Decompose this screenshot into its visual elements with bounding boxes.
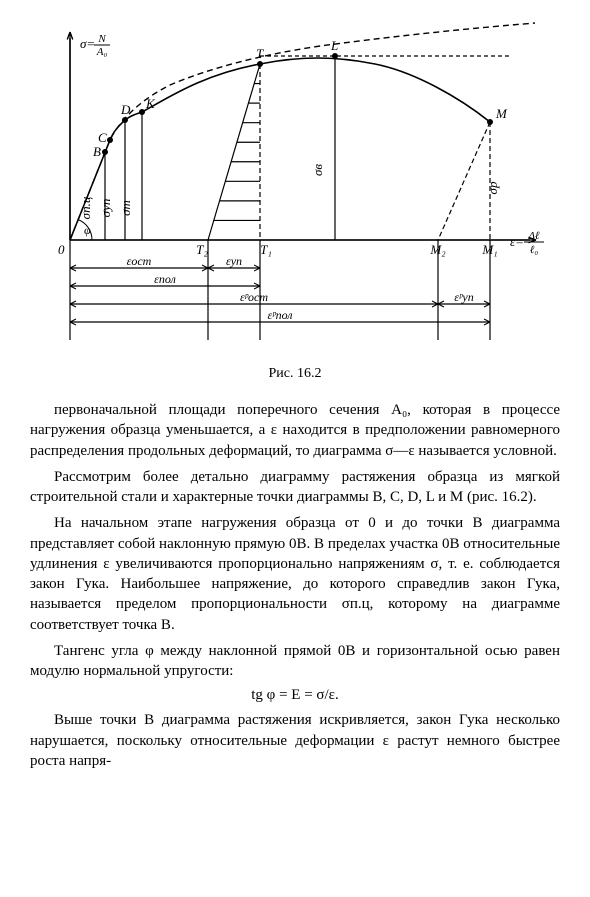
svg-text:B: B xyxy=(93,144,101,159)
svg-text:εпол: εпол xyxy=(154,272,176,286)
paragraph-3: На начальном этапе нагружения образца от… xyxy=(30,513,560,635)
p4-text: Тангенс угла φ между наклонной прямой 0B… xyxy=(30,643,560,679)
svg-text:ℓ₀: ℓ₀ xyxy=(530,244,539,256)
svg-text:A₀: A₀ xyxy=(96,46,108,58)
paragraph-4: Тангенс угла φ между наклонной прямой 0B… xyxy=(30,641,560,682)
stress-strain-diagram: 0σ=NA₀ε=Δℓℓ₀T₂T₁M₂M₁φBCDKTLMσп.цσупσтσвσ… xyxy=(30,20,560,360)
svg-text:εᵖуп: εᵖуп xyxy=(454,290,473,304)
svg-text:M: M xyxy=(495,106,508,121)
svg-text:T: T xyxy=(256,46,264,61)
svg-text:N: N xyxy=(97,33,106,45)
svg-text:Δℓ: Δℓ xyxy=(527,230,539,242)
svg-text:εуп: εуп xyxy=(226,254,242,268)
svg-text:C: C xyxy=(98,130,107,145)
paragraph-2: Рассмотрим более детально диаграмму раст… xyxy=(30,467,560,508)
svg-text:φ: φ xyxy=(84,223,91,237)
svg-text:εᵖпол: εᵖпол xyxy=(267,308,292,322)
svg-text:εᵖост: εᵖост xyxy=(240,290,268,304)
svg-text:εост: εост xyxy=(127,254,152,268)
p3-text: На начальном этапе нагружения образца от… xyxy=(30,515,560,632)
svg-text:T₂: T₂ xyxy=(196,242,208,257)
svg-text:σуп: σуп xyxy=(98,199,113,218)
svg-text:σ=: σ= xyxy=(80,36,95,51)
svg-text:T₁: T₁ xyxy=(260,242,272,257)
p1-text: первоначальной площади поперечного сечен… xyxy=(30,402,560,459)
paragraph-1: первоначальной площади поперечного сечен… xyxy=(30,400,560,461)
svg-text:K: K xyxy=(145,96,156,111)
svg-text:0: 0 xyxy=(58,242,65,257)
svg-text:ε=: ε= xyxy=(510,234,524,249)
svg-text:σв: σв xyxy=(310,164,325,176)
svg-text:D: D xyxy=(120,102,131,117)
body-text: первоначальной площади поперечного сечен… xyxy=(30,400,560,771)
svg-text:σп.ц: σп.ц xyxy=(78,196,93,219)
svg-text:σp: σp xyxy=(485,181,500,194)
p2-text: Рассмотрим более детально диаграмму раст… xyxy=(30,469,560,505)
equation: tg φ = E = σ/ε. xyxy=(30,687,560,704)
diagram-svg: 0σ=NA₀ε=Δℓℓ₀T₂T₁M₂M₁φBCDKTLMσп.цσупσтσвσ… xyxy=(30,20,560,360)
p5-text: Выше точки B диаграмма растяжения искрив… xyxy=(30,712,560,769)
svg-text:σт: σт xyxy=(118,200,133,216)
paragraph-5: Выше точки B диаграмма растяжения искрив… xyxy=(30,710,560,771)
figure-caption: Рис. 16.2 xyxy=(30,366,560,382)
svg-text:L: L xyxy=(330,38,338,53)
